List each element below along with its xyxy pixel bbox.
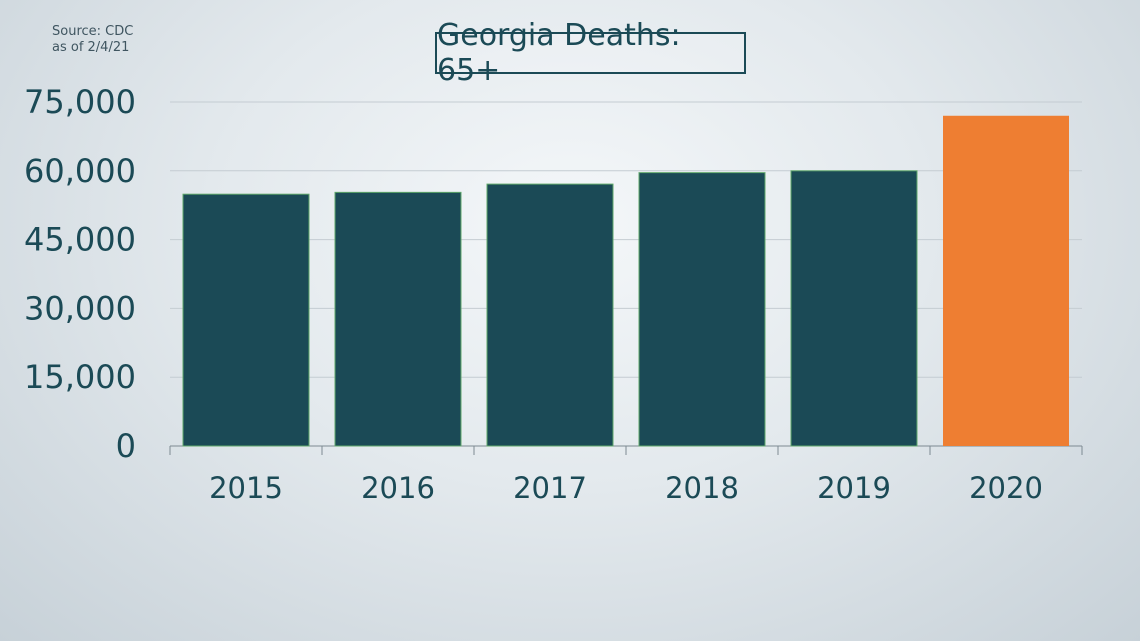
source-note: Source: CDC as of 2/4/21 [52,24,152,56]
x-axis [169,445,1083,455]
x-tick-label: 2017 [513,471,587,505]
y-tick-label: 15,000 [24,358,136,396]
y-tick-label: 45,000 [24,221,136,259]
bar-2015 [182,193,310,447]
y-tick-label: 30,000 [24,289,136,327]
bar-2020 [943,115,1069,446]
grid-lines [170,101,1082,378]
bar-2016 [334,191,462,447]
bar-2017 [486,183,614,447]
y-tick-labels: 0 15,000 30,000 45,000 60,000 75,000 [24,83,136,465]
bar-2018 [638,172,766,447]
x-tick-label: 2020 [969,471,1043,505]
x-tick-labels: 2015 2016 2017 2018 2019 2020 [209,471,1043,505]
bar-2019 [790,170,918,447]
source-line-1: Source: CDC [52,24,134,39]
chart-title-text: Georgia Deaths: 65+ [437,18,681,88]
x-tick-label: 2015 [209,471,283,505]
x-tick-label: 2016 [361,471,435,505]
y-tick-label: 0 [116,427,136,465]
y-tick-label: 60,000 [24,152,136,190]
chart-title: Georgia Deaths: 65+ [435,18,746,88]
y-tick-label: 75,000 [24,83,136,121]
x-tick-label: 2019 [817,471,891,505]
bars [182,115,1069,447]
source-line-2: as of 2/4/21 [52,40,130,55]
x-tick-label: 2018 [665,471,739,505]
